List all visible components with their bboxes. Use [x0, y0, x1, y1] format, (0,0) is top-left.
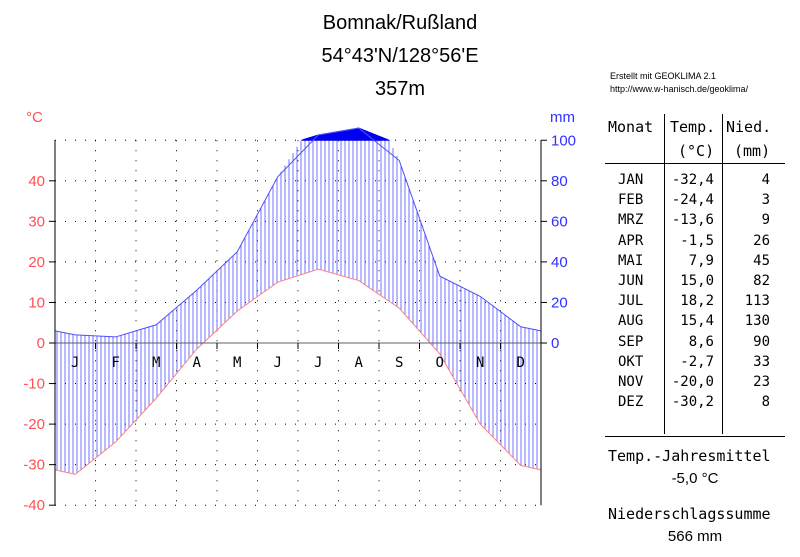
table-cell-month: JAN [618, 172, 644, 188]
temperature-line [54, 268, 542, 475]
y-tick-label-temp: 20 [28, 254, 45, 271]
x-tick-label: A [193, 355, 202, 371]
precip-sum-value: 566 mm [667, 528, 723, 545]
chart-title-coordinates: 54°43'N/128°56'E [321, 45, 479, 67]
table-header-temp-unit: (°C) [678, 142, 715, 160]
credit-text: Erstellt mit GEOKLIMA 2.1 [610, 71, 717, 81]
y-tick-label-temp: 10 [28, 294, 45, 311]
mean-temp-label: Temp.-Jahresmittel [608, 447, 771, 465]
y-tick-label-precip: 0 [551, 335, 559, 352]
credit-url: http://www.w-hanisch.de/geoklima/ [610, 84, 749, 94]
table-header-precip-unit: (mm) [734, 142, 771, 160]
table-cell-month: JUL [618, 293, 644, 310]
x-tick-label: D [517, 355, 525, 371]
precip-sum-label: Niederschlagssumme [608, 505, 771, 523]
y-tick-label-precip: 60 [551, 213, 568, 230]
chart-title-elevation: 357m [374, 78, 426, 100]
table-cell-temp: -13,6 [671, 212, 714, 229]
y-tick-label-temp: 40 [28, 173, 45, 190]
y-axis-unit-temp: °C [26, 109, 43, 126]
table-cell-precip: 45 [753, 252, 770, 269]
table-column-divider-1 [664, 114, 665, 434]
table-cell-month: FEB [618, 192, 644, 209]
y-tick-label-temp: 0 [37, 335, 45, 352]
table-cell-precip: 26 [753, 232, 770, 249]
y-tick-label-temp: -40 [23, 497, 45, 514]
y-tick-label-temp: 30 [28, 213, 45, 230]
x-tick-label: N [476, 355, 484, 371]
table-cell-temp: -24,4 [671, 192, 714, 209]
table-cell-month: APR [618, 232, 644, 249]
table-cell-precip: 8 [761, 394, 770, 411]
table-cell-temp: -20,0 [671, 374, 714, 390]
x-tick-label: F [112, 355, 120, 371]
table-cell-temp: 15,4 [680, 313, 714, 330]
table-cell-precip: 130 [744, 313, 770, 330]
y-tick-label-precip: 20 [551, 294, 568, 311]
x-tick-label: M [233, 355, 241, 371]
y-tick-label-precip: 100 [551, 132, 576, 149]
table-cell-precip: 113 [744, 293, 770, 310]
table-cell-precip: 4 [761, 172, 770, 188]
table-cell-temp: 18,2 [680, 293, 714, 310]
table-cell-precip: 23 [753, 374, 770, 390]
table-cell-temp: -1,5 [680, 232, 714, 249]
table-cell-temp: 15,0 [680, 273, 714, 289]
x-tick-label: J [314, 355, 322, 371]
table-cell-month: MAI [618, 252, 644, 269]
table-cell-temp: -32,4 [671, 172, 714, 188]
table-cell-precip: 90 [753, 333, 770, 350]
table-cell-precip: 9 [761, 212, 770, 229]
table-cell-precip: 82 [753, 273, 770, 289]
x-tick-label: M [152, 355, 160, 371]
table-header-divider [605, 163, 785, 164]
table-cell-month: MRZ [618, 212, 644, 229]
x-tick-label: J [71, 355, 79, 371]
table-cell-temp: 8,6 [688, 333, 714, 350]
table-cell-temp: 7,9 [688, 252, 714, 269]
table-header-month: Monat [608, 118, 654, 136]
table-cell-month: OKT [618, 353, 644, 370]
table-cell-temp: -30,2 [671, 394, 714, 411]
y-tick-label-precip: 40 [551, 254, 568, 271]
table-cell-month: AUG [618, 313, 644, 330]
x-tick-label: O [436, 355, 444, 371]
table-header-temp: Temp. [670, 118, 716, 136]
table-column-divider-2 [722, 114, 723, 434]
table-header-precip: Nied. [726, 118, 772, 136]
table-cell-month: JUN [618, 273, 644, 289]
chart-title-station: Bomnak/Rußland [322, 12, 478, 34]
y-tick-label-temp: -20 [23, 416, 45, 433]
x-tick-label: A [355, 355, 364, 371]
y-tick-label-precip: 80 [551, 173, 568, 190]
y-tick-label-temp: -10 [23, 376, 45, 393]
table-cell-month: NOV [618, 374, 644, 390]
y-tick-label-temp: -30 [23, 457, 45, 474]
table-cell-precip: 33 [753, 353, 770, 370]
table-cell-precip: 3 [761, 192, 770, 209]
y-axis-unit-precip: mm [550, 109, 575, 126]
table-cell-month: DEZ [618, 394, 644, 411]
table-footer-divider [605, 436, 785, 437]
precipitation-line [54, 127, 542, 338]
table-cell-month: SEP [618, 333, 644, 350]
table-cell-temp: -2,7 [680, 353, 714, 370]
x-tick-label: S [395, 355, 403, 371]
mean-temp-value: -5,0 °C [671, 470, 719, 487]
x-tick-label: J [274, 355, 282, 371]
